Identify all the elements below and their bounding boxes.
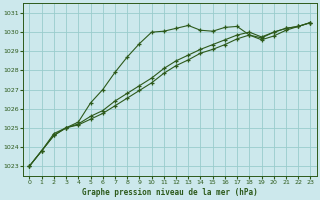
X-axis label: Graphe pression niveau de la mer (hPa): Graphe pression niveau de la mer (hPa)	[82, 188, 258, 197]
